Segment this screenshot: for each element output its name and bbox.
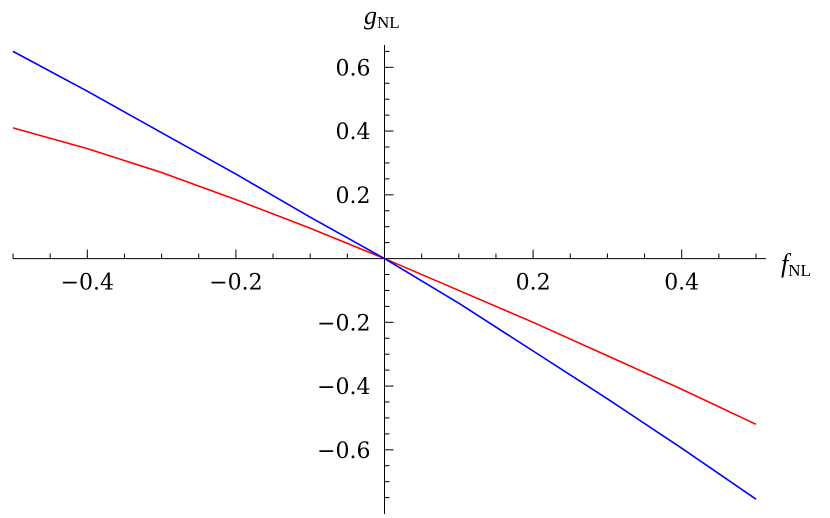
x-tick-label: −0.4 xyxy=(61,271,114,296)
x-axis-label-symbol: f xyxy=(781,249,792,278)
x-axis-label: fNL xyxy=(781,249,811,280)
axes xyxy=(12,45,766,514)
series-line-2 xyxy=(12,50,757,500)
y-axis-label: gNL xyxy=(364,1,400,32)
y-tick-label: 0.4 xyxy=(336,120,371,145)
x-tick-label: −0.2 xyxy=(209,271,262,296)
y-tick-label: 0.2 xyxy=(336,184,371,209)
plot-series xyxy=(12,50,757,500)
x-tick-label: 0.2 xyxy=(516,271,551,296)
y-tick-label: −0.6 xyxy=(317,439,370,464)
y-axis-label-symbol: g xyxy=(364,1,377,30)
tick-labels: −0.4 −0.2 0.2 0.4 0.6 0.4 0.2 −0.2 −0.4 −0.6 xyxy=(61,56,700,464)
x-axis-label-subscript: NL xyxy=(788,261,811,280)
y-tick-label: −0.4 xyxy=(317,375,370,400)
x-tick-label: 0.4 xyxy=(664,271,699,296)
y-axis-label-subscript: NL xyxy=(377,13,400,32)
y-tick-label: 0.6 xyxy=(336,56,371,81)
y-tick-label: −0.2 xyxy=(317,311,370,336)
